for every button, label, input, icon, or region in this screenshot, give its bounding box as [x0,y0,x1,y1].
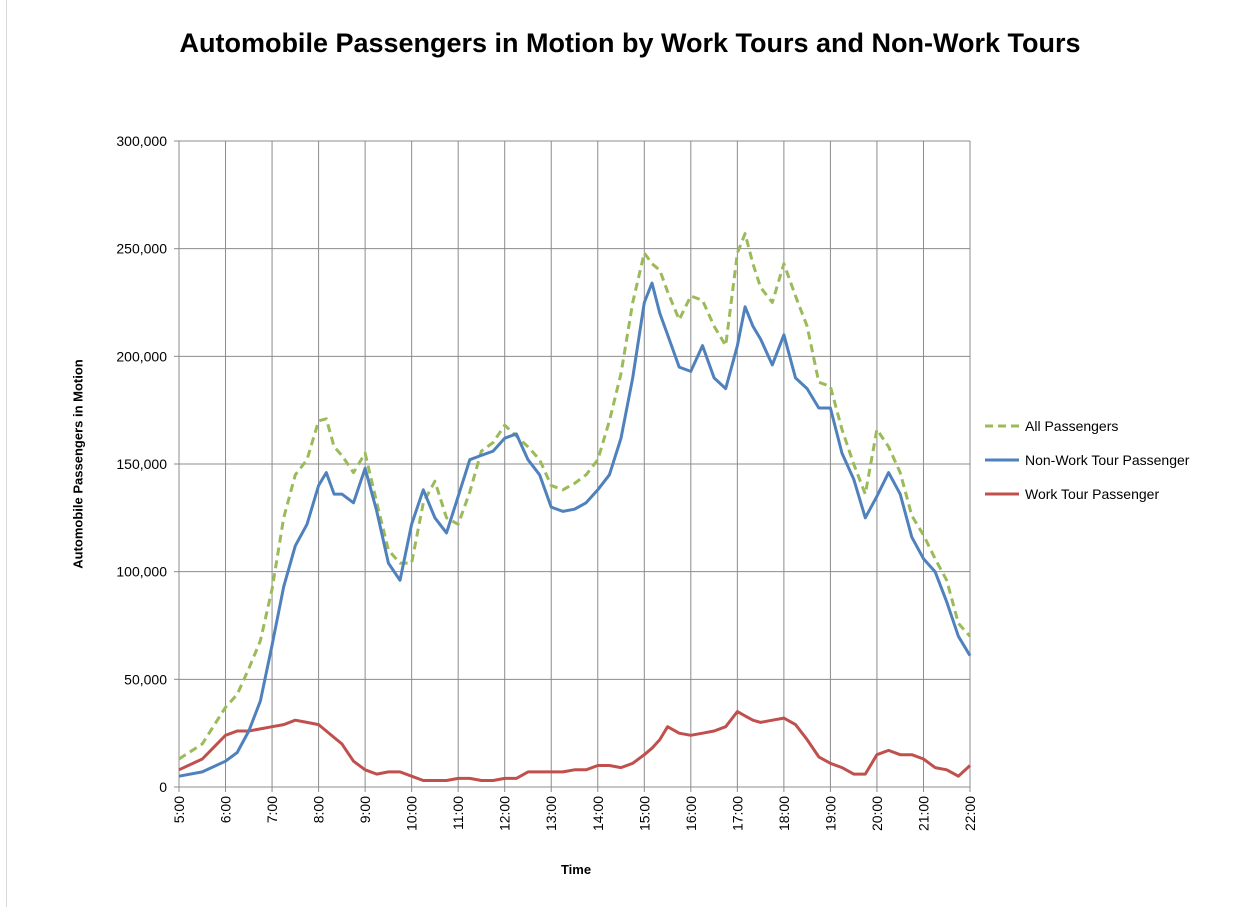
grid-layer [179,140,971,787]
x-tick-label: 14:00 [590,796,606,831]
x-tick-label: 17:00 [729,796,745,831]
y-tick-labels: 0 50,000 100,000 150,000 200,000 250,000 300,0… [116,133,167,795]
x-tick-label: 8:00 [311,796,327,823]
x-tick-label: 20:00 [869,796,885,831]
y-tick-label: 50,000 [124,671,167,687]
y-tick-label: 100,000 [116,564,167,580]
y-tick-label: 150,000 [116,456,167,472]
y-tick-label: 0 [159,779,167,795]
series-line-all-passengers [178,232,972,761]
chart-title: Automobile Passengers in Motion by Work … [179,28,1081,58]
axis-layer [174,140,971,792]
legend-swatch-work-tour [985,492,1019,496]
x-tick-label: 18:00 [776,796,792,831]
y-tick-label: 300,000 [116,133,167,149]
x-tick-label: 7:00 [264,796,280,823]
series-line-non-work-tour-passenger [178,281,972,778]
x-tick-label: 9:00 [357,796,373,823]
legend-item-non-work-tour: Non-Work Tour Passenger [985,450,1189,470]
y-tick-label: 250,000 [116,241,167,257]
x-tick-labels: 5:00 6:00 7:00 8:00 9:00 10:00 11:00 12:00 13:00… [171,796,978,831]
x-tick-label: 11:00 [450,796,466,830]
x-tick-label: 15:00 [636,796,652,831]
x-tick-label: 6:00 [218,796,234,823]
legend-label: Work Tour Passenger [1025,486,1160,502]
x-tick-label: 21:00 [915,796,931,831]
legend-label: All Passengers [1025,418,1119,434]
x-tick-label: 16:00 [683,796,699,831]
series-layer [178,232,972,782]
chart-frame [6,0,1243,907]
y-tick-label: 200,000 [116,348,167,364]
x-axis-label: Time [560,862,592,877]
series-line-work-tour-passenger [178,710,972,782]
y-axis-label: Automobile Passengers in Motion [70,359,86,569]
x-tick-label: 19:00 [822,796,838,831]
x-tick-label: 12:00 [497,796,513,831]
legend-swatch-non-work-tour [985,458,1019,462]
legend-label: Non-Work Tour Passenger [1025,452,1190,468]
x-tick-label: 22:00 [962,796,978,831]
x-tick-label: 5:00 [171,796,187,823]
legend-item-all-passengers: All Passengers [985,416,1118,436]
legend-item-work-tour: Work Tour Passenger [985,484,1159,504]
x-tick-label: 13:00 [543,796,559,831]
legend-swatch-all-passengers [985,424,1019,428]
x-tick-label: 10:00 [404,796,420,831]
